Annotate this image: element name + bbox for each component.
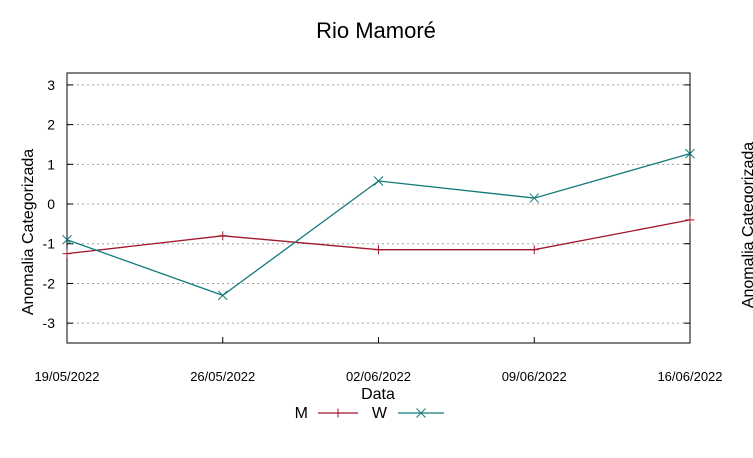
data-point xyxy=(374,245,383,255)
y-tick-label: -3 xyxy=(43,315,56,331)
series-line-W xyxy=(66,152,691,297)
data-point xyxy=(62,234,72,245)
x-axis-ticks: 19/05/2022 26/05/2022 02/06/2022 09/06/2022… xyxy=(34,337,723,384)
x-tick-label: 26/05/2022 xyxy=(190,369,255,384)
y-axis-label: Anomalia Categorizada xyxy=(20,149,37,315)
data-point xyxy=(218,231,228,241)
data-point xyxy=(685,215,695,225)
series-W xyxy=(62,148,695,301)
data-point xyxy=(529,245,539,255)
legend-label-M: M xyxy=(295,405,308,422)
y-axis-ticks: 3 2 1 0 -1 -2 -3 xyxy=(43,77,690,331)
data-point xyxy=(62,249,72,259)
y-tick-label: 2 xyxy=(47,117,55,133)
chart-title: Rio Mamoré xyxy=(316,18,436,43)
x-tick-label: 19/05/2022 xyxy=(34,369,99,384)
legend-marker-W xyxy=(416,408,426,418)
y-tick-label: -2 xyxy=(43,275,56,291)
y-tick-label: 0 xyxy=(47,196,55,212)
data-point xyxy=(373,176,384,186)
data-point xyxy=(217,290,228,301)
y-tick-label: 1 xyxy=(47,156,55,172)
grid-lines xyxy=(67,84,690,324)
plot-frame xyxy=(66,72,691,344)
series-group xyxy=(62,148,695,301)
x-tick-label: 16/06/2022 xyxy=(657,369,722,384)
data-point xyxy=(529,193,540,203)
y2-axis-label: Anomalia Categorizada xyxy=(740,142,753,308)
x-axis-label: Data xyxy=(361,386,395,403)
data-point xyxy=(685,148,695,159)
x-tick-label: 09/06/2022 xyxy=(502,369,567,384)
legend-label-W: W xyxy=(372,405,388,422)
legend-marker-M xyxy=(333,408,343,418)
y-tick-label: -1 xyxy=(43,236,56,252)
y-tick-label: 3 xyxy=(47,77,55,93)
series-M xyxy=(62,215,695,259)
x-tick-label: 02/06/2022 xyxy=(346,369,411,384)
